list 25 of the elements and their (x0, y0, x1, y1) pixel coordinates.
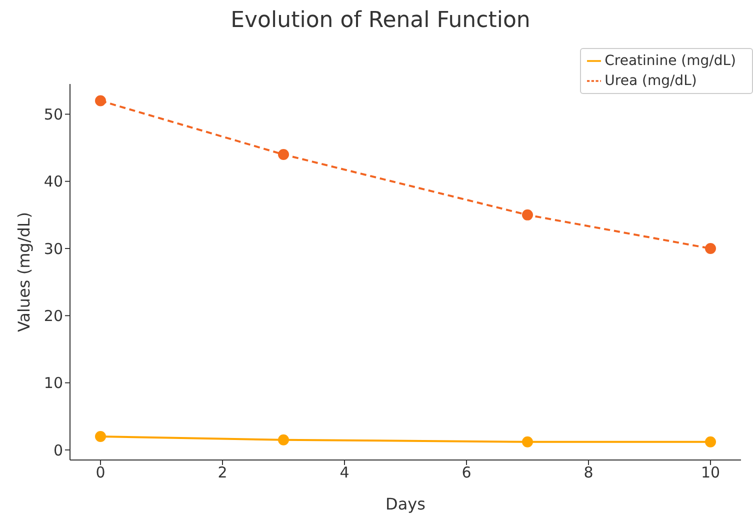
point (705, 436, 716, 448)
y-tick-label: 40 (44, 172, 63, 191)
y-tick-label: 10 (44, 374, 63, 392)
legend-label: Urea (mg/dL) (604, 73, 697, 89)
x-tick-label: 2 (218, 464, 228, 482)
x-tick-label: 0 (96, 464, 106, 482)
point (705, 243, 716, 254)
x-axis-title: Days (386, 494, 426, 514)
chart-title: Evolution of Renal Function (230, 8, 532, 33)
x-tick-label: 4 (340, 464, 350, 482)
x-tick-label: 6 (462, 464, 472, 482)
legend-label: Creatinine (mg/dL) (604, 53, 736, 69)
y-tick-label: 20 (44, 306, 63, 325)
point (522, 436, 533, 448)
x-tick-label: 8 (584, 464, 594, 482)
point (95, 431, 106, 442)
y-axis-title: Values (mg/dL) (14, 212, 34, 332)
point (278, 149, 289, 160)
y-tick-label: 30 (44, 240, 63, 258)
y-tick-label: 0 (53, 441, 63, 460)
x-tick-label: 10 (700, 464, 720, 482)
point (278, 434, 289, 446)
point (95, 95, 106, 106)
point (522, 209, 533, 220)
y-tick-label: 50 (44, 106, 63, 124)
